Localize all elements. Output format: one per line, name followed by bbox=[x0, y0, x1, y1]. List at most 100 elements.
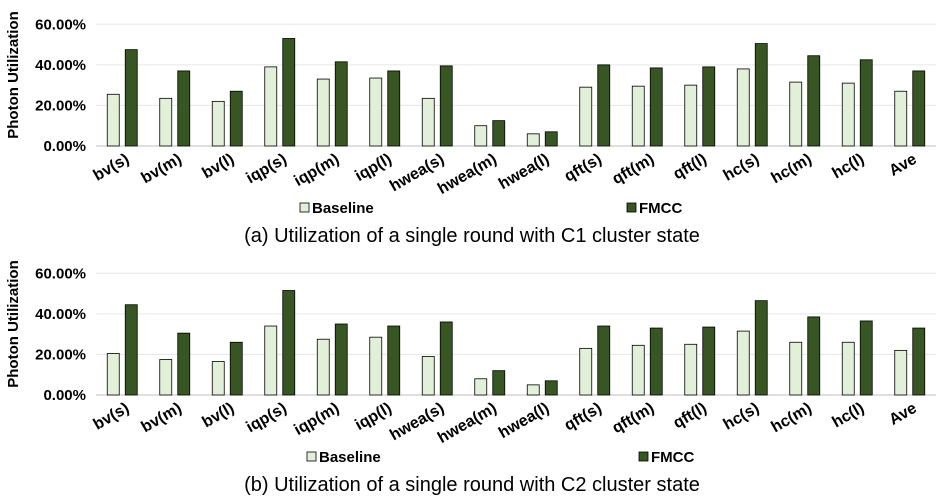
figure-caption: (a) Utilization of a single round with C… bbox=[244, 225, 700, 247]
legend-swatch-fmcc bbox=[638, 451, 649, 462]
bar-fmcc-hwea(s) bbox=[439, 65, 453, 147]
bar-fmcc-iqp(l) bbox=[387, 325, 401, 396]
bar-fmcc-iqp(m) bbox=[334, 323, 348, 396]
bar-baseline-hwea(m) bbox=[474, 125, 488, 147]
x-tick-label: iqp(m) bbox=[291, 151, 342, 190]
bar-fmcc-hc(l) bbox=[859, 320, 873, 396]
bar-fmcc-qft(m) bbox=[649, 67, 663, 147]
bar-baseline-iqp(m) bbox=[316, 338, 330, 396]
bar-fmcc-qft(l) bbox=[702, 326, 716, 396]
y-tick-label: 60.00% bbox=[35, 16, 86, 33]
bar-fmcc-hc(l) bbox=[859, 59, 873, 147]
y-tick-label: 60.00% bbox=[35, 265, 86, 282]
x-tick-label: qft(s) bbox=[562, 151, 605, 186]
x-tick-label: Ave bbox=[886, 400, 919, 429]
bar-fmcc-hc(m) bbox=[807, 316, 821, 396]
x-tick-label: hc(l) bbox=[829, 151, 867, 183]
bar-baseline-bv(m) bbox=[159, 97, 173, 147]
bar-fmcc-iqp(s) bbox=[282, 290, 296, 396]
y-axis-label: Photon Utilization bbox=[5, 260, 22, 387]
y-tick-label: 0.00% bbox=[43, 138, 86, 155]
y-tick-label: 20.00% bbox=[35, 346, 86, 363]
x-tick-label: hc(m) bbox=[769, 151, 815, 188]
bar-baseline-hc(m) bbox=[789, 81, 803, 147]
y-tick-label: 0.00% bbox=[43, 387, 86, 404]
bar-baseline-Ave bbox=[894, 349, 908, 396]
bar-baseline-hc(s) bbox=[736, 330, 750, 396]
bar-chart-a: 0.00% 20.00% 40.00% 60.00% Photon Utilizatio… bbox=[5, 11, 936, 247]
x-tick-label: bv(s) bbox=[91, 151, 133, 185]
bar-baseline-iqp(s) bbox=[264, 325, 278, 396]
bar-fmcc-hc(m) bbox=[807, 55, 821, 147]
legend-swatch-baseline bbox=[306, 451, 317, 462]
bar-fmcc-hwea(m) bbox=[492, 370, 506, 396]
x-tick-label: bv(l) bbox=[199, 151, 237, 183]
bar-chart-b: 0.00% 20.00% 40.00% 60.00% Photon Utilizatio… bbox=[5, 260, 936, 496]
x-tick-label: hc(s) bbox=[721, 151, 763, 185]
x-tick-label: bv(m) bbox=[139, 400, 185, 437]
bar-baseline-Ave bbox=[894, 90, 908, 147]
x-tick-label: qft(m) bbox=[610, 151, 658, 188]
bar-baseline-iqp(m) bbox=[316, 78, 330, 147]
legend-label-fmcc: FMCC bbox=[651, 449, 694, 466]
x-tick-label: Ave bbox=[886, 151, 919, 180]
bar-baseline-hwea(s) bbox=[421, 97, 435, 147]
bar-baseline-qft(s) bbox=[579, 347, 593, 396]
bar-fmcc-hwea(m) bbox=[492, 120, 506, 147]
y-axis-label: Photon Utilization bbox=[5, 11, 22, 138]
bar-baseline-hwea(s) bbox=[421, 356, 435, 396]
x-tick-label: iqp(s) bbox=[244, 151, 290, 187]
chart-panel-b: 0.00% 20.00% 40.00% 60.00% Photon Utilizatio… bbox=[0, 249, 945, 498]
bar-fmcc-bv(m) bbox=[177, 332, 191, 396]
x-tick-label: iqp(s) bbox=[244, 400, 290, 436]
bar-baseline-bv(l) bbox=[211, 100, 225, 147]
x-tick-label: iqp(m) bbox=[291, 400, 342, 439]
bar-baseline-hc(l) bbox=[841, 341, 855, 396]
bar-baseline-qft(m) bbox=[631, 344, 645, 396]
bar-baseline-bv(s) bbox=[106, 93, 120, 147]
x-tick-label: qft(l) bbox=[670, 400, 709, 432]
bar-fmcc-qft(s) bbox=[597, 64, 611, 147]
bar-baseline-hwea(m) bbox=[474, 378, 488, 396]
bar-fmcc-hc(s) bbox=[754, 300, 768, 396]
x-tick-label: qft(m) bbox=[610, 400, 658, 437]
bar-fmcc-qft(s) bbox=[597, 325, 611, 396]
bar-fmcc-hwea(l) bbox=[544, 131, 558, 147]
bar-fmcc-qft(l) bbox=[702, 66, 716, 147]
chart-panel-a: 0.00% 20.00% 40.00% 60.00% Photon Utilizatio… bbox=[5, 11, 936, 247]
x-tick-label: hc(l) bbox=[829, 400, 867, 432]
bar-baseline-hc(m) bbox=[789, 341, 803, 396]
x-tick-label: bv(m) bbox=[139, 151, 185, 188]
bar-fmcc-hc(s) bbox=[754, 43, 768, 147]
bar-baseline-qft(l) bbox=[684, 343, 698, 396]
bar-fmcc-bv(m) bbox=[177, 70, 191, 147]
legend-swatch-fmcc bbox=[626, 202, 637, 213]
x-tick-label: bv(s) bbox=[91, 400, 133, 434]
x-tick-label: hc(m) bbox=[769, 400, 815, 437]
x-tick-label: hwea(l) bbox=[496, 151, 552, 193]
bar-fmcc-Ave bbox=[912, 327, 926, 396]
y-tick-label: 20.00% bbox=[35, 97, 86, 114]
bar-fmcc-hwea(l) bbox=[544, 380, 558, 396]
x-tick-label: hwea(l) bbox=[496, 400, 552, 442]
x-tick-label: hwea(m) bbox=[435, 151, 500, 198]
bar-fmcc-bv(s) bbox=[124, 49, 138, 147]
bar-fmcc-Ave bbox=[912, 70, 926, 147]
bar-baseline-bv(l) bbox=[211, 361, 225, 396]
bar-fmcc-iqp(l) bbox=[387, 70, 401, 147]
x-tick-label: bv(l) bbox=[199, 400, 237, 432]
bar-baseline-qft(m) bbox=[631, 85, 645, 147]
bar-fmcc-iqp(m) bbox=[334, 61, 348, 147]
x-tick-label: hc(s) bbox=[721, 400, 763, 434]
x-tick-label: hwea(m) bbox=[435, 400, 500, 447]
x-tick-label: qft(l) bbox=[670, 151, 709, 183]
bar-fmcc-bv(s) bbox=[124, 304, 138, 396]
bar-baseline-iqp(s) bbox=[264, 66, 278, 147]
bar-baseline-iqp(l) bbox=[369, 336, 383, 396]
bar-fmcc-hwea(s) bbox=[439, 321, 453, 396]
bar-baseline-hwea(l) bbox=[526, 133, 540, 147]
bar-baseline-qft(s) bbox=[579, 86, 593, 147]
legend-label-fmcc: FMCC bbox=[639, 200, 682, 217]
bar-baseline-hwea(l) bbox=[526, 384, 540, 396]
bar-baseline-qft(l) bbox=[684, 84, 698, 147]
